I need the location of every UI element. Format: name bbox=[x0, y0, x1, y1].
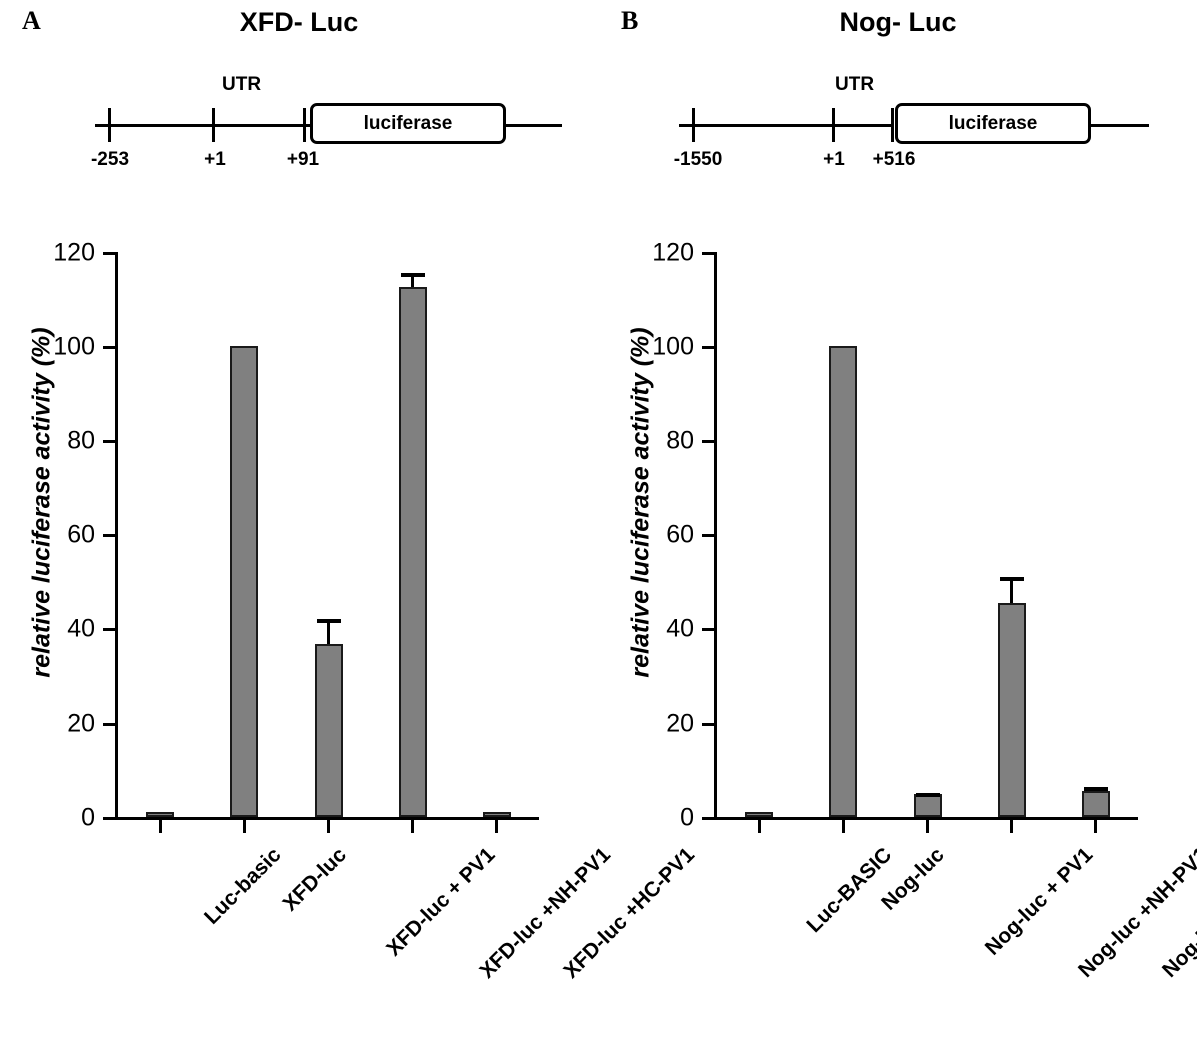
y-tick-60 bbox=[702, 534, 714, 537]
y-tick-label-40: 40 bbox=[666, 614, 694, 643]
y-tick-120 bbox=[702, 252, 714, 255]
y-tick-60 bbox=[103, 534, 115, 537]
x-tick-0 bbox=[158, 820, 162, 833]
construct-coord-start: -253 bbox=[90, 149, 130, 170]
x-tick-0 bbox=[757, 820, 761, 833]
y-tick-0 bbox=[103, 817, 115, 820]
x-tick-2 bbox=[327, 820, 330, 833]
y-tick-label-100: 100 bbox=[652, 332, 694, 361]
y-tick-label-80: 80 bbox=[666, 426, 694, 455]
panel-a-construct-diagram: luciferase UTR -253 +1 +91 bbox=[0, 70, 598, 190]
x-axis-line bbox=[115, 817, 539, 820]
construct-gene-box: luciferase bbox=[310, 103, 506, 144]
y-tick-80 bbox=[702, 440, 714, 443]
x-axis-label-1: XFD-luc bbox=[278, 843, 352, 916]
y-tick-label-100: 100 bbox=[53, 332, 95, 361]
panel-b-construct-diagram: luciferase UTR -1550 +1 +516 bbox=[599, 70, 1197, 190]
y-tick-80 bbox=[103, 440, 115, 443]
y-tick-20 bbox=[103, 723, 115, 726]
construct-baseline-tail bbox=[1087, 124, 1149, 127]
bar-xfd-luc-nh-pv1 bbox=[398, 287, 427, 817]
y-tick-40 bbox=[702, 628, 714, 631]
y-tick-label-60: 60 bbox=[666, 520, 694, 549]
construct-baseline bbox=[95, 124, 215, 127]
x-tick-3 bbox=[1010, 820, 1014, 833]
panel-b-letter: B bbox=[621, 6, 639, 35]
error-bar-cap bbox=[400, 273, 425, 278]
y-tick-120 bbox=[103, 252, 115, 255]
error-bar-stem bbox=[411, 273, 415, 288]
construct-utr-label: UTR bbox=[835, 74, 875, 95]
x-tick-1 bbox=[841, 820, 845, 833]
construct-baseline-utr bbox=[212, 124, 310, 127]
bar-nog-luc bbox=[829, 346, 858, 817]
x-axis-label-2: Nog-luc + PV1 bbox=[980, 843, 1097, 960]
x-axis-line bbox=[714, 817, 1138, 820]
construct-coord-tss: +1 bbox=[204, 149, 226, 170]
construct-tick-start bbox=[692, 108, 695, 142]
construct-coord-atg: +516 bbox=[872, 149, 916, 170]
y-tick-label-0: 0 bbox=[680, 803, 694, 832]
bar-luc-basic bbox=[745, 812, 774, 817]
construct-coord-atg: +91 bbox=[286, 149, 320, 170]
error-bar-cap bbox=[999, 576, 1024, 581]
construct-coord-tss: +1 bbox=[823, 149, 845, 170]
x-axis-label-0: Luc-BASIC bbox=[802, 843, 897, 938]
construct-baseline-utr bbox=[832, 124, 894, 127]
construct-tick-tss bbox=[832, 108, 835, 142]
error-bar-cap bbox=[316, 619, 341, 624]
bar-luc-basic bbox=[146, 812, 175, 817]
x-tick-2 bbox=[926, 820, 929, 833]
bar-xfd-luc-hc-pv1 bbox=[482, 812, 511, 817]
y-tick-0 bbox=[702, 817, 714, 820]
x-tick-1 bbox=[242, 820, 246, 833]
y-tick-label-0: 0 bbox=[81, 803, 95, 832]
y-axis-line bbox=[714, 252, 717, 819]
panel-a-chart: relative luciferase activity (%) 0 20 40… bbox=[0, 200, 699, 1055]
construct-gene-label: luciferase bbox=[363, 113, 453, 134]
x-tick-3 bbox=[411, 820, 415, 833]
panel-a-letter: A bbox=[22, 6, 41, 35]
error-bar-stem bbox=[1010, 576, 1014, 603]
bar-nog-luc-pv1 bbox=[913, 794, 942, 817]
bar-xfd-luc-pv1 bbox=[314, 643, 343, 817]
panel-b-title: Nog- Luc bbox=[839, 7, 957, 37]
panel-a-title: XFD- Luc bbox=[239, 7, 359, 37]
error-bar-cap bbox=[915, 792, 940, 797]
y-tick-40 bbox=[103, 628, 115, 631]
bar-nog-luc-hc-pv1 bbox=[1081, 791, 1110, 817]
construct-tick-tss bbox=[212, 108, 215, 142]
construct-tick-atg bbox=[891, 108, 894, 142]
x-axis-label-0: Luc-basic bbox=[200, 843, 286, 929]
x-tick-4 bbox=[495, 820, 499, 833]
y-axis-line bbox=[115, 252, 118, 819]
y-tick-label-120: 120 bbox=[53, 238, 95, 267]
construct-tick-atg bbox=[303, 108, 306, 142]
panel-b: B Nog- Luc luciferase UTR -1550 +1 +516 … bbox=[599, 0, 1197, 1055]
x-tick-4 bbox=[1094, 820, 1098, 833]
construct-baseline-tail bbox=[500, 124, 562, 127]
error-bar-stem bbox=[327, 619, 330, 644]
construct-coord-start: -1550 bbox=[673, 149, 723, 170]
bar-xfd-luc bbox=[230, 346, 259, 817]
error-bar-cap bbox=[1083, 787, 1108, 792]
construct-utr-label: UTR bbox=[222, 74, 262, 95]
y-tick-label-20: 20 bbox=[666, 709, 694, 738]
y-tick-100 bbox=[702, 346, 714, 349]
panel-b-chart: relative luciferase activity (%) 0 20 40… bbox=[599, 200, 1197, 1055]
y-tick-label-120: 120 bbox=[652, 238, 694, 267]
y-tick-20 bbox=[702, 723, 714, 726]
construct-baseline bbox=[679, 124, 835, 127]
bar-nog-luc-nh-pv1 bbox=[997, 602, 1026, 817]
y-tick-label-80: 80 bbox=[67, 426, 95, 455]
y-tick-label-60: 60 bbox=[67, 520, 95, 549]
construct-tick-start bbox=[108, 108, 111, 142]
panel-a: A XFD- Luc luciferase UTR -253 +1 +91 re… bbox=[0, 0, 699, 1055]
x-axis-label-2: XFD-luc + PV1 bbox=[381, 843, 500, 961]
construct-gene-box: luciferase bbox=[895, 103, 1091, 144]
y-tick-label-40: 40 bbox=[67, 614, 95, 643]
y-tick-100 bbox=[103, 346, 115, 349]
construct-gene-label: luciferase bbox=[948, 113, 1038, 134]
y-tick-label-20: 20 bbox=[67, 709, 95, 738]
